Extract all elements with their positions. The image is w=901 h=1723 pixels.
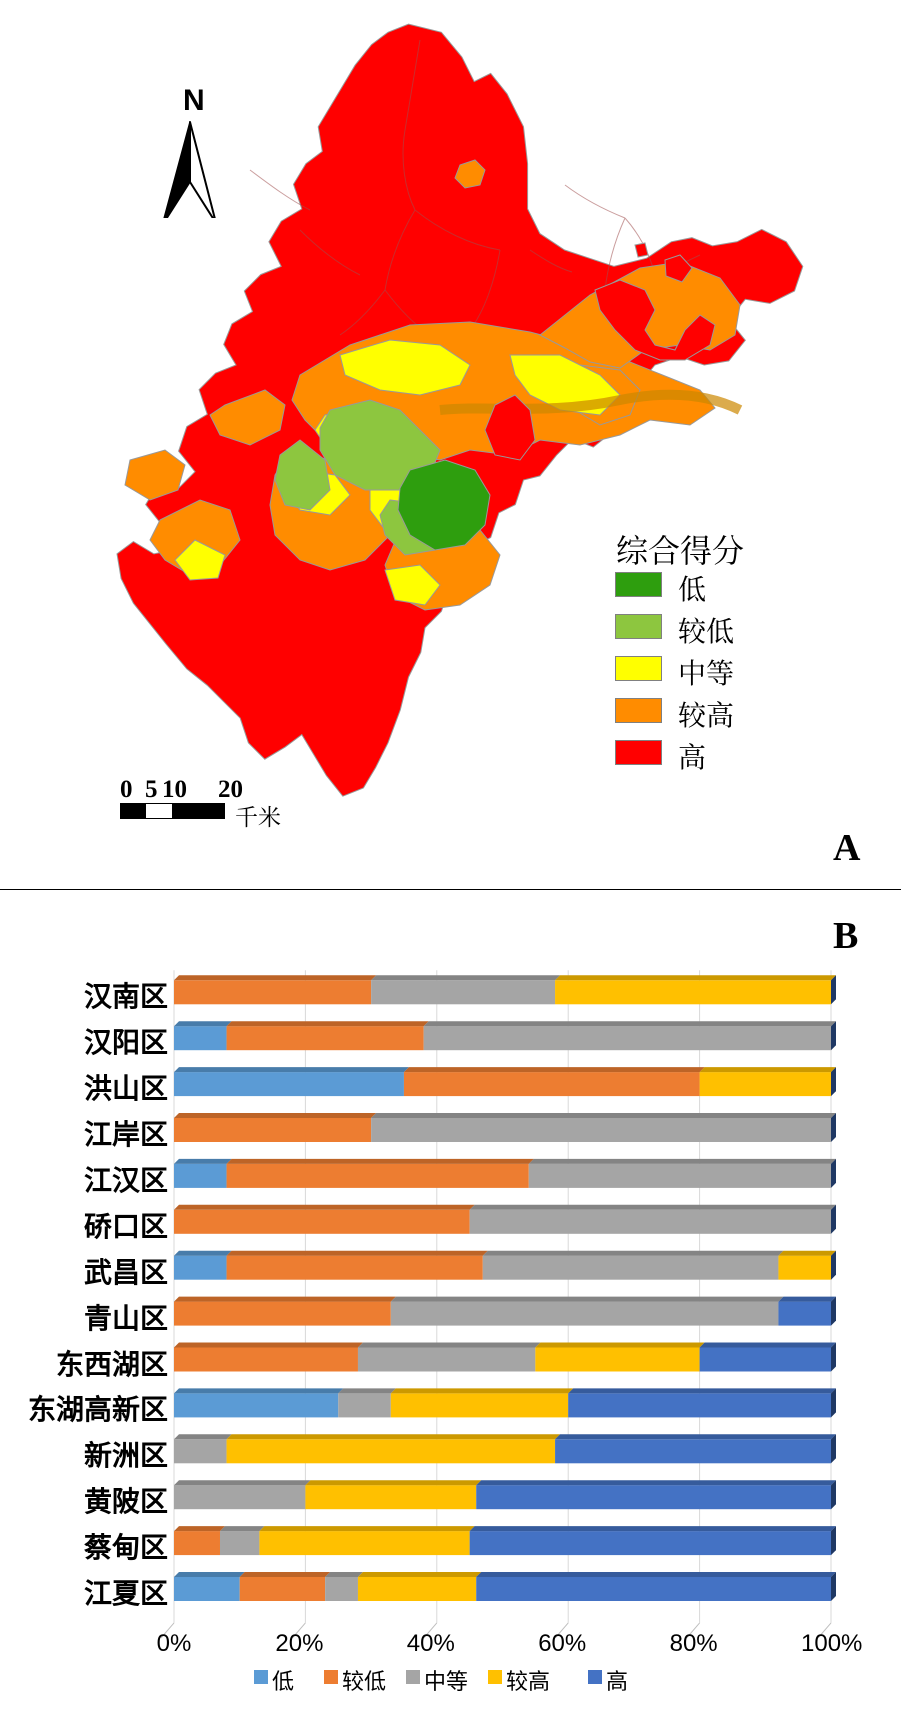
svg-text:N: N	[183, 84, 205, 117]
